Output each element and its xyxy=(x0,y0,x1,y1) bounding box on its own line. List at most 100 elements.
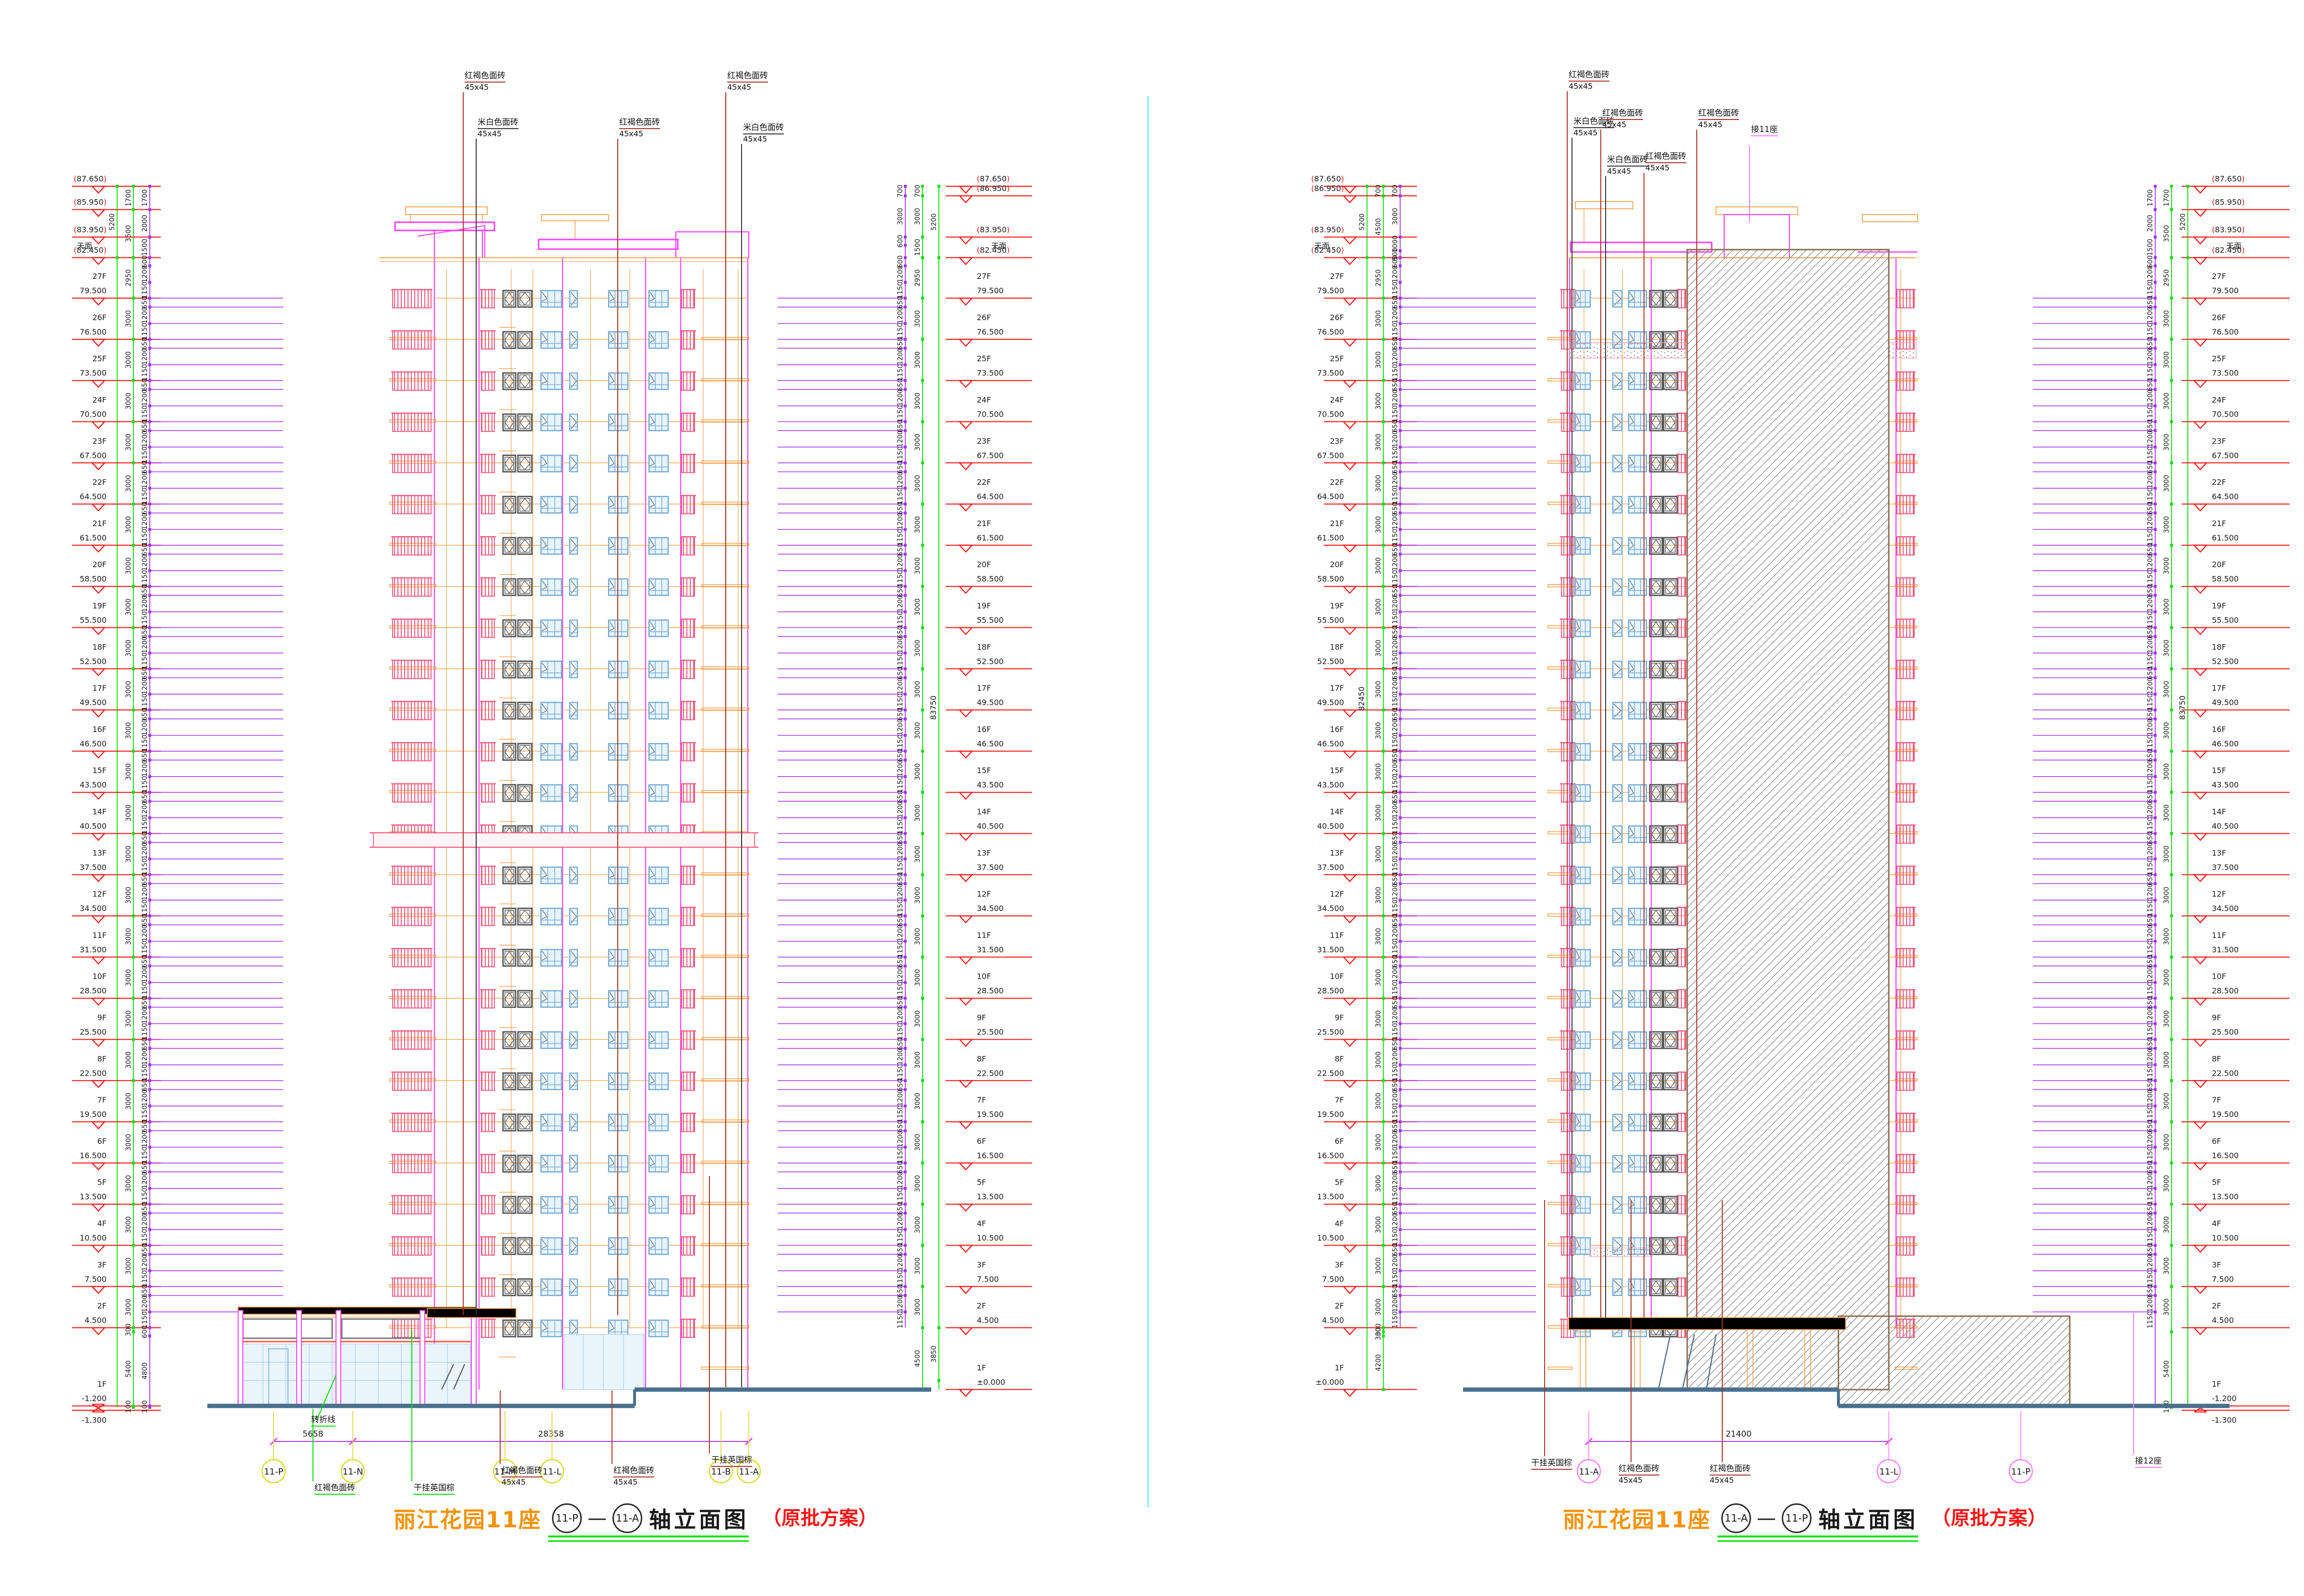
dim-label: 3000 xyxy=(125,393,132,410)
cad-rect xyxy=(132,420,135,423)
level-label: (83.950) xyxy=(2212,225,2244,234)
cad-rect xyxy=(132,337,135,341)
cad-path xyxy=(1576,786,1580,796)
dim-label: 1200 xyxy=(897,1048,904,1065)
cad-rect xyxy=(1888,342,1917,359)
cad-rect xyxy=(148,264,151,267)
cad-rect xyxy=(519,951,530,965)
cad-path xyxy=(2193,236,2208,245)
cad-path xyxy=(609,704,615,714)
cad-rect xyxy=(921,503,924,506)
cad-rect xyxy=(1382,996,1385,1000)
cad-rect xyxy=(1382,749,1385,753)
level-label: (82.450) xyxy=(2212,246,2244,255)
dim-label: 3000 xyxy=(914,393,922,410)
cad-path xyxy=(1576,539,1580,549)
cad-path xyxy=(1651,415,1661,430)
dim-label: 1200 xyxy=(897,430,904,447)
dim-label: 1200 xyxy=(2147,513,2154,530)
cad-rect xyxy=(1382,1120,1385,1124)
dim-label: 600 xyxy=(141,255,149,268)
left-title: 丽江花园11座 11-P — 11-A 轴立面图 （原批方案） xyxy=(394,1502,877,1542)
cad-rect xyxy=(921,1326,924,1330)
dim-label: 3000 xyxy=(2163,1134,2171,1151)
dim-label: 4200 xyxy=(1375,1354,1382,1371)
floor-name: 20F xyxy=(977,560,991,569)
floor-elevation: 67.500 xyxy=(977,451,1004,460)
cad-path xyxy=(958,668,973,676)
cad-rect xyxy=(504,580,514,594)
dim-label: 5200 xyxy=(1358,214,1366,231)
floor-elevation: 52.500 xyxy=(2212,657,2239,666)
cad-rect xyxy=(132,1330,135,1333)
dim-label: 1200 xyxy=(897,595,904,612)
cad-path xyxy=(519,1239,530,1253)
cad-rect xyxy=(2186,256,2189,259)
cad-rect xyxy=(1382,1285,1385,1288)
dim-label: 1150 xyxy=(2147,405,2154,422)
cad-rect xyxy=(392,989,432,1008)
cad-line xyxy=(1657,1334,1671,1390)
dim-label: 650 xyxy=(141,955,149,968)
cad-rect xyxy=(1896,1113,1915,1132)
cad-rect xyxy=(1651,745,1661,759)
cad-rect xyxy=(116,185,119,188)
cad-rect xyxy=(2170,1038,2173,1041)
cad-path xyxy=(2193,586,2208,594)
cad-path xyxy=(541,786,548,796)
dim-label: 650 xyxy=(897,625,904,638)
dim-label: 1150 xyxy=(897,364,904,381)
dim-label: 650 xyxy=(897,461,904,474)
dim-label: 1150 xyxy=(2147,694,2154,711)
floor-name: 23F xyxy=(977,436,991,445)
floor-elevation: 16.500 xyxy=(2212,1151,2239,1160)
cad-path xyxy=(519,786,530,800)
cad-rect xyxy=(540,784,563,802)
annotation-text: 红褐色面砖 xyxy=(1619,1464,1659,1476)
dim-label: 650 xyxy=(141,1284,149,1297)
cad-path xyxy=(1342,195,1357,204)
floor-name: 8F xyxy=(97,1054,107,1063)
cad-rect xyxy=(1651,1198,1661,1212)
cad-rect xyxy=(1678,824,1686,844)
cad-rect xyxy=(1382,337,1385,341)
floor-elevation: 46.500 xyxy=(80,739,107,748)
cad-path xyxy=(504,868,514,883)
cad-path xyxy=(1651,539,1661,553)
dim-label: 650 xyxy=(1392,1161,1399,1174)
cad-rect xyxy=(1663,1072,1678,1091)
cad-rect xyxy=(1382,1202,1385,1206)
floor-elevation: 37.500 xyxy=(1317,863,1344,872)
dim-label: 1150 xyxy=(2147,776,2154,793)
annotation-text: 接12座 xyxy=(2135,1457,2162,1468)
cad-path xyxy=(2193,1203,2208,1212)
cad-rect xyxy=(1678,1113,1686,1132)
cad-rect xyxy=(517,743,533,761)
floor-elevation: 34.500 xyxy=(977,904,1004,913)
axis-bubble-label: 11-P xyxy=(2011,1467,2030,1477)
cad-path xyxy=(649,1321,655,1332)
cad-rect xyxy=(1896,1195,1915,1214)
cad-rect xyxy=(681,742,695,762)
cad-path xyxy=(1629,456,1634,467)
cad-path xyxy=(541,292,548,302)
floor-name: 7F xyxy=(1335,1095,1344,1104)
floor-elevation: 55.500 xyxy=(977,615,1004,624)
material-annotation: 红褐色面砖 45x45 xyxy=(619,118,660,138)
cad-rect xyxy=(519,622,530,635)
cad-rect xyxy=(1651,1280,1661,1294)
floor-name: 23F xyxy=(2212,436,2226,445)
dim-label: 1200 xyxy=(897,636,904,653)
cad-path xyxy=(1665,1074,1676,1089)
cad-rect xyxy=(1663,1278,1678,1296)
cad-rect xyxy=(1382,667,1385,671)
dim-label: 3000 xyxy=(1375,475,1382,492)
cad-rect xyxy=(1651,374,1661,388)
dim-label: 1200 xyxy=(2147,719,2154,736)
annotation-text: 干挂英国棕 xyxy=(414,1484,455,1495)
cad-path xyxy=(649,415,655,425)
cad-rect xyxy=(1382,1038,1385,1041)
cad-rect xyxy=(519,1321,530,1335)
dim-label: 1150 xyxy=(897,488,904,505)
